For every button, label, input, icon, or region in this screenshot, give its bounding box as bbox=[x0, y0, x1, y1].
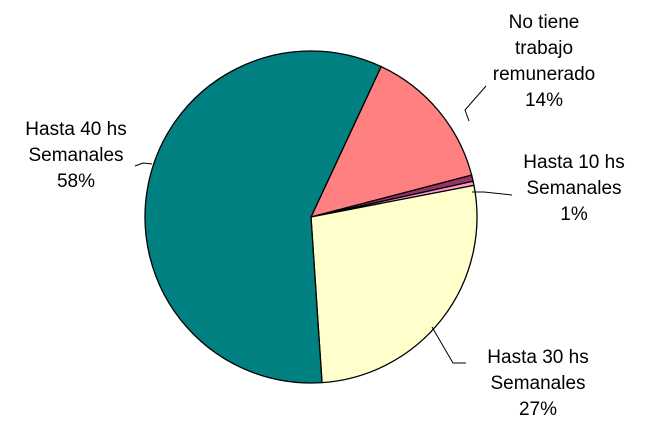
slice-label-line-3-1: Semanales bbox=[490, 373, 585, 394]
slice-label-line-3-0: Hasta 30 hs bbox=[487, 347, 588, 368]
leader-lines bbox=[134, 85, 513, 364]
pie-slices bbox=[144, 50, 478, 384]
slice-percent-4: 58% bbox=[57, 171, 95, 192]
leader-line-0 bbox=[464, 85, 487, 122]
pie-slice-3 bbox=[310, 184, 478, 384]
slice-label-line-0-0: No tiene bbox=[509, 12, 580, 33]
slice-labels: No tiene trabajo remunerado 14% Hasta 10 hs S… bbox=[25, 12, 624, 420]
slice-label-line-4-1: Semanales bbox=[28, 145, 123, 166]
slice-label-1: Hasta 10 hs Semanales 1% bbox=[523, 152, 624, 225]
slice-label-line-0-1: trabajo bbox=[515, 38, 573, 59]
slice-label-line-1-0: Hasta 10 hs bbox=[523, 152, 624, 173]
pie-slice-0 bbox=[309, 65, 473, 218]
slice-label-0: No tiene trabajo remunerado 14% bbox=[493, 12, 595, 111]
slice-label-line-4-0: Hasta 40 hs bbox=[25, 119, 126, 140]
slice-percent-0: 14% bbox=[525, 90, 563, 111]
slice-label-line-0-2: remunerado bbox=[493, 64, 595, 85]
slice-label-4: Hasta 40 hs Semanales 58% bbox=[25, 119, 126, 192]
slice-label-3: Hasta 30 hs Semanales 27% bbox=[487, 347, 588, 420]
slice-label-line-1-1: Semanales bbox=[526, 178, 621, 199]
leader-line-3 bbox=[431, 326, 466, 364]
pie-slice-4 bbox=[144, 50, 383, 384]
leader-line-4 bbox=[134, 162, 153, 167]
slice-percent-3: 27% bbox=[519, 399, 557, 420]
slice-percent-1: 1% bbox=[560, 204, 588, 225]
leader-line-1 bbox=[472, 191, 513, 196]
